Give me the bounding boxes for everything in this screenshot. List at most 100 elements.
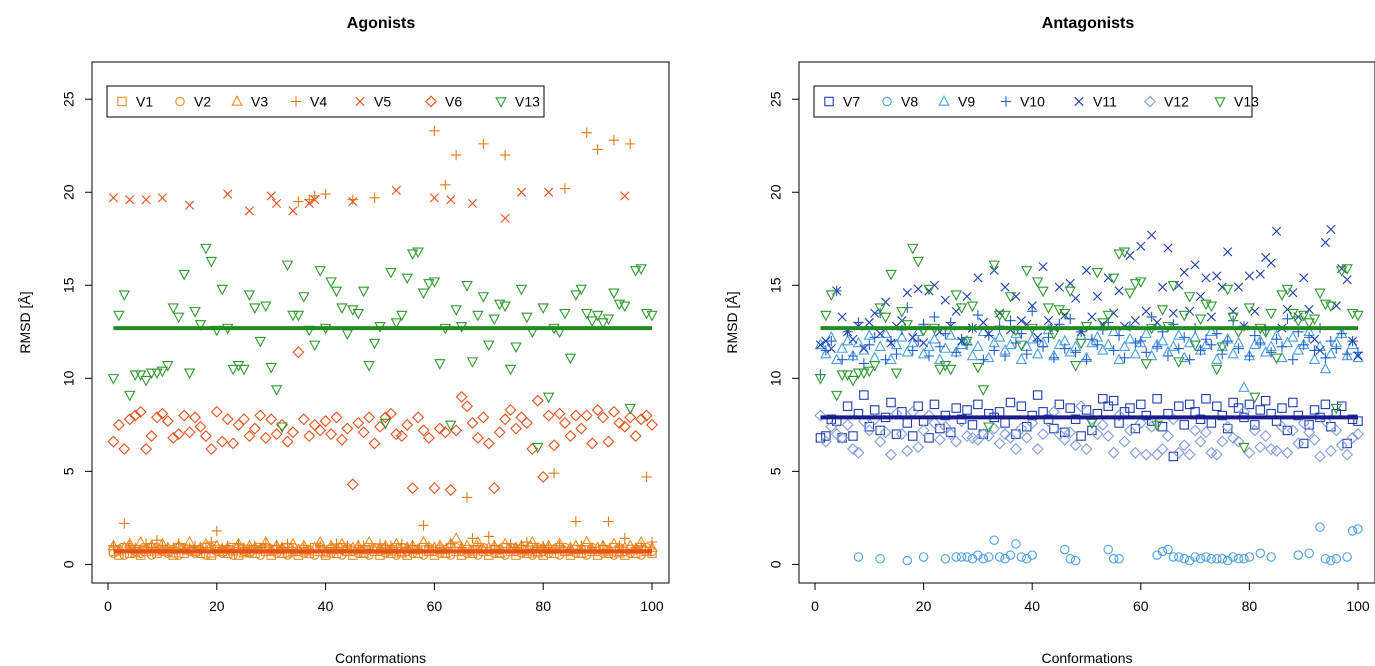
point-v10 [934, 341, 946, 352]
point-v11 [1087, 312, 1097, 322]
point-v8 [1114, 554, 1124, 564]
point-v13 [363, 361, 375, 372]
point-v7 [994, 407, 1005, 417]
point-v13 [874, 303, 886, 314]
point-v13 [1287, 308, 1299, 320]
point-v13 [162, 361, 174, 372]
point-v13 [483, 340, 495, 352]
point-v13 [406, 249, 419, 261]
point-v13 [1021, 266, 1033, 277]
legend-marker-v4 [290, 96, 302, 107]
point-v12 [895, 428, 908, 441]
point-v6 [433, 422, 446, 435]
point-v13 [591, 310, 604, 322]
point-v4 [592, 144, 603, 155]
point-v6 [161, 415, 174, 428]
point-v11 [1147, 230, 1157, 240]
point-v12 [1297, 417, 1310, 429]
point-v6 [145, 430, 158, 442]
point-v7 [1054, 399, 1065, 410]
point-v13 [1270, 353, 1283, 365]
x-tick-label: 0 [811, 598, 819, 614]
point-v6 [406, 482, 419, 495]
point-v10 [1309, 345, 1320, 356]
point-v12 [961, 430, 974, 442]
point-v9 [890, 338, 903, 350]
point-v4 [646, 536, 658, 548]
point-v4 [489, 540, 500, 551]
point-v10 [1276, 341, 1288, 352]
point-v4 [461, 492, 473, 503]
point-v4 [211, 525, 222, 537]
point-v4 [320, 188, 331, 200]
point-v6 [482, 437, 495, 450]
point-v6 [210, 405, 223, 418]
point-v9 [1259, 345, 1272, 357]
point-v6 [412, 411, 425, 424]
point-v9 [1238, 381, 1250, 392]
point-v12 [912, 441, 925, 454]
point-v4 [450, 149, 462, 161]
point-v6 [140, 443, 153, 456]
point-v13 [461, 281, 473, 292]
point-v3 [417, 535, 430, 547]
legend-label-v4: V4 [310, 94, 327, 110]
point-v6 [150, 411, 163, 424]
point-v7 [973, 399, 983, 410]
legend-marker-v13 [1214, 97, 1226, 108]
point-v13 [1308, 314, 1321, 326]
point-v9 [1211, 353, 1223, 364]
point-v4 [233, 538, 244, 550]
point-v10 [836, 354, 848, 365]
point-v13 [521, 312, 533, 324]
point-v8 [951, 552, 961, 562]
point-v9 [836, 342, 848, 353]
point-v13 [1102, 310, 1114, 322]
point-v4 [222, 540, 233, 551]
point-v13 [608, 288, 620, 300]
legend: V7 V8 V9 V10 V11 V12 V13 [813, 85, 1259, 118]
y-tick-label: 25 [768, 91, 784, 107]
point-v7 [864, 421, 875, 432]
point-v6 [493, 426, 506, 439]
point-v4 [374, 538, 386, 550]
point-v12 [1243, 446, 1256, 459]
point-v13 [1243, 303, 1256, 314]
point-v13 [347, 305, 359, 316]
point-v11 [1136, 241, 1146, 251]
point-v12 [933, 433, 946, 446]
point-v13 [412, 247, 424, 259]
point-v8 [1060, 544, 1070, 555]
point-v4 [108, 540, 119, 551]
point-v5 [348, 196, 358, 207]
point-v13 [178, 269, 190, 281]
point-v12 [923, 409, 936, 422]
point-v11 [1271, 226, 1282, 236]
point-v4 [140, 538, 152, 550]
point-v6 [569, 409, 582, 422]
point-v13 [1221, 284, 1234, 296]
point-v10 [1059, 343, 1070, 354]
point-v6 [558, 417, 571, 429]
point-v4 [407, 540, 418, 551]
series-v11 [815, 224, 1363, 361]
point-v13 [216, 284, 228, 296]
legend-marker-v6 [425, 95, 437, 108]
point-v13 [841, 370, 854, 381]
point-v7 [842, 401, 853, 411]
point-v13 [1292, 316, 1304, 327]
point-v13 [238, 364, 250, 376]
point-v6 [395, 430, 408, 442]
point-v11 [1179, 267, 1189, 277]
point-v5 [391, 185, 401, 195]
point-v13 [385, 268, 397, 279]
point-v6 [531, 394, 544, 407]
point-v13 [1124, 288, 1136, 300]
point-v9 [1281, 336, 1294, 348]
legend-label-v9: V9 [958, 94, 975, 110]
point-v10 [1048, 352, 1060, 364]
point-v11 [815, 340, 826, 350]
point-v9 [1205, 325, 1218, 337]
point-v4 [369, 192, 380, 204]
point-v13 [488, 314, 500, 326]
